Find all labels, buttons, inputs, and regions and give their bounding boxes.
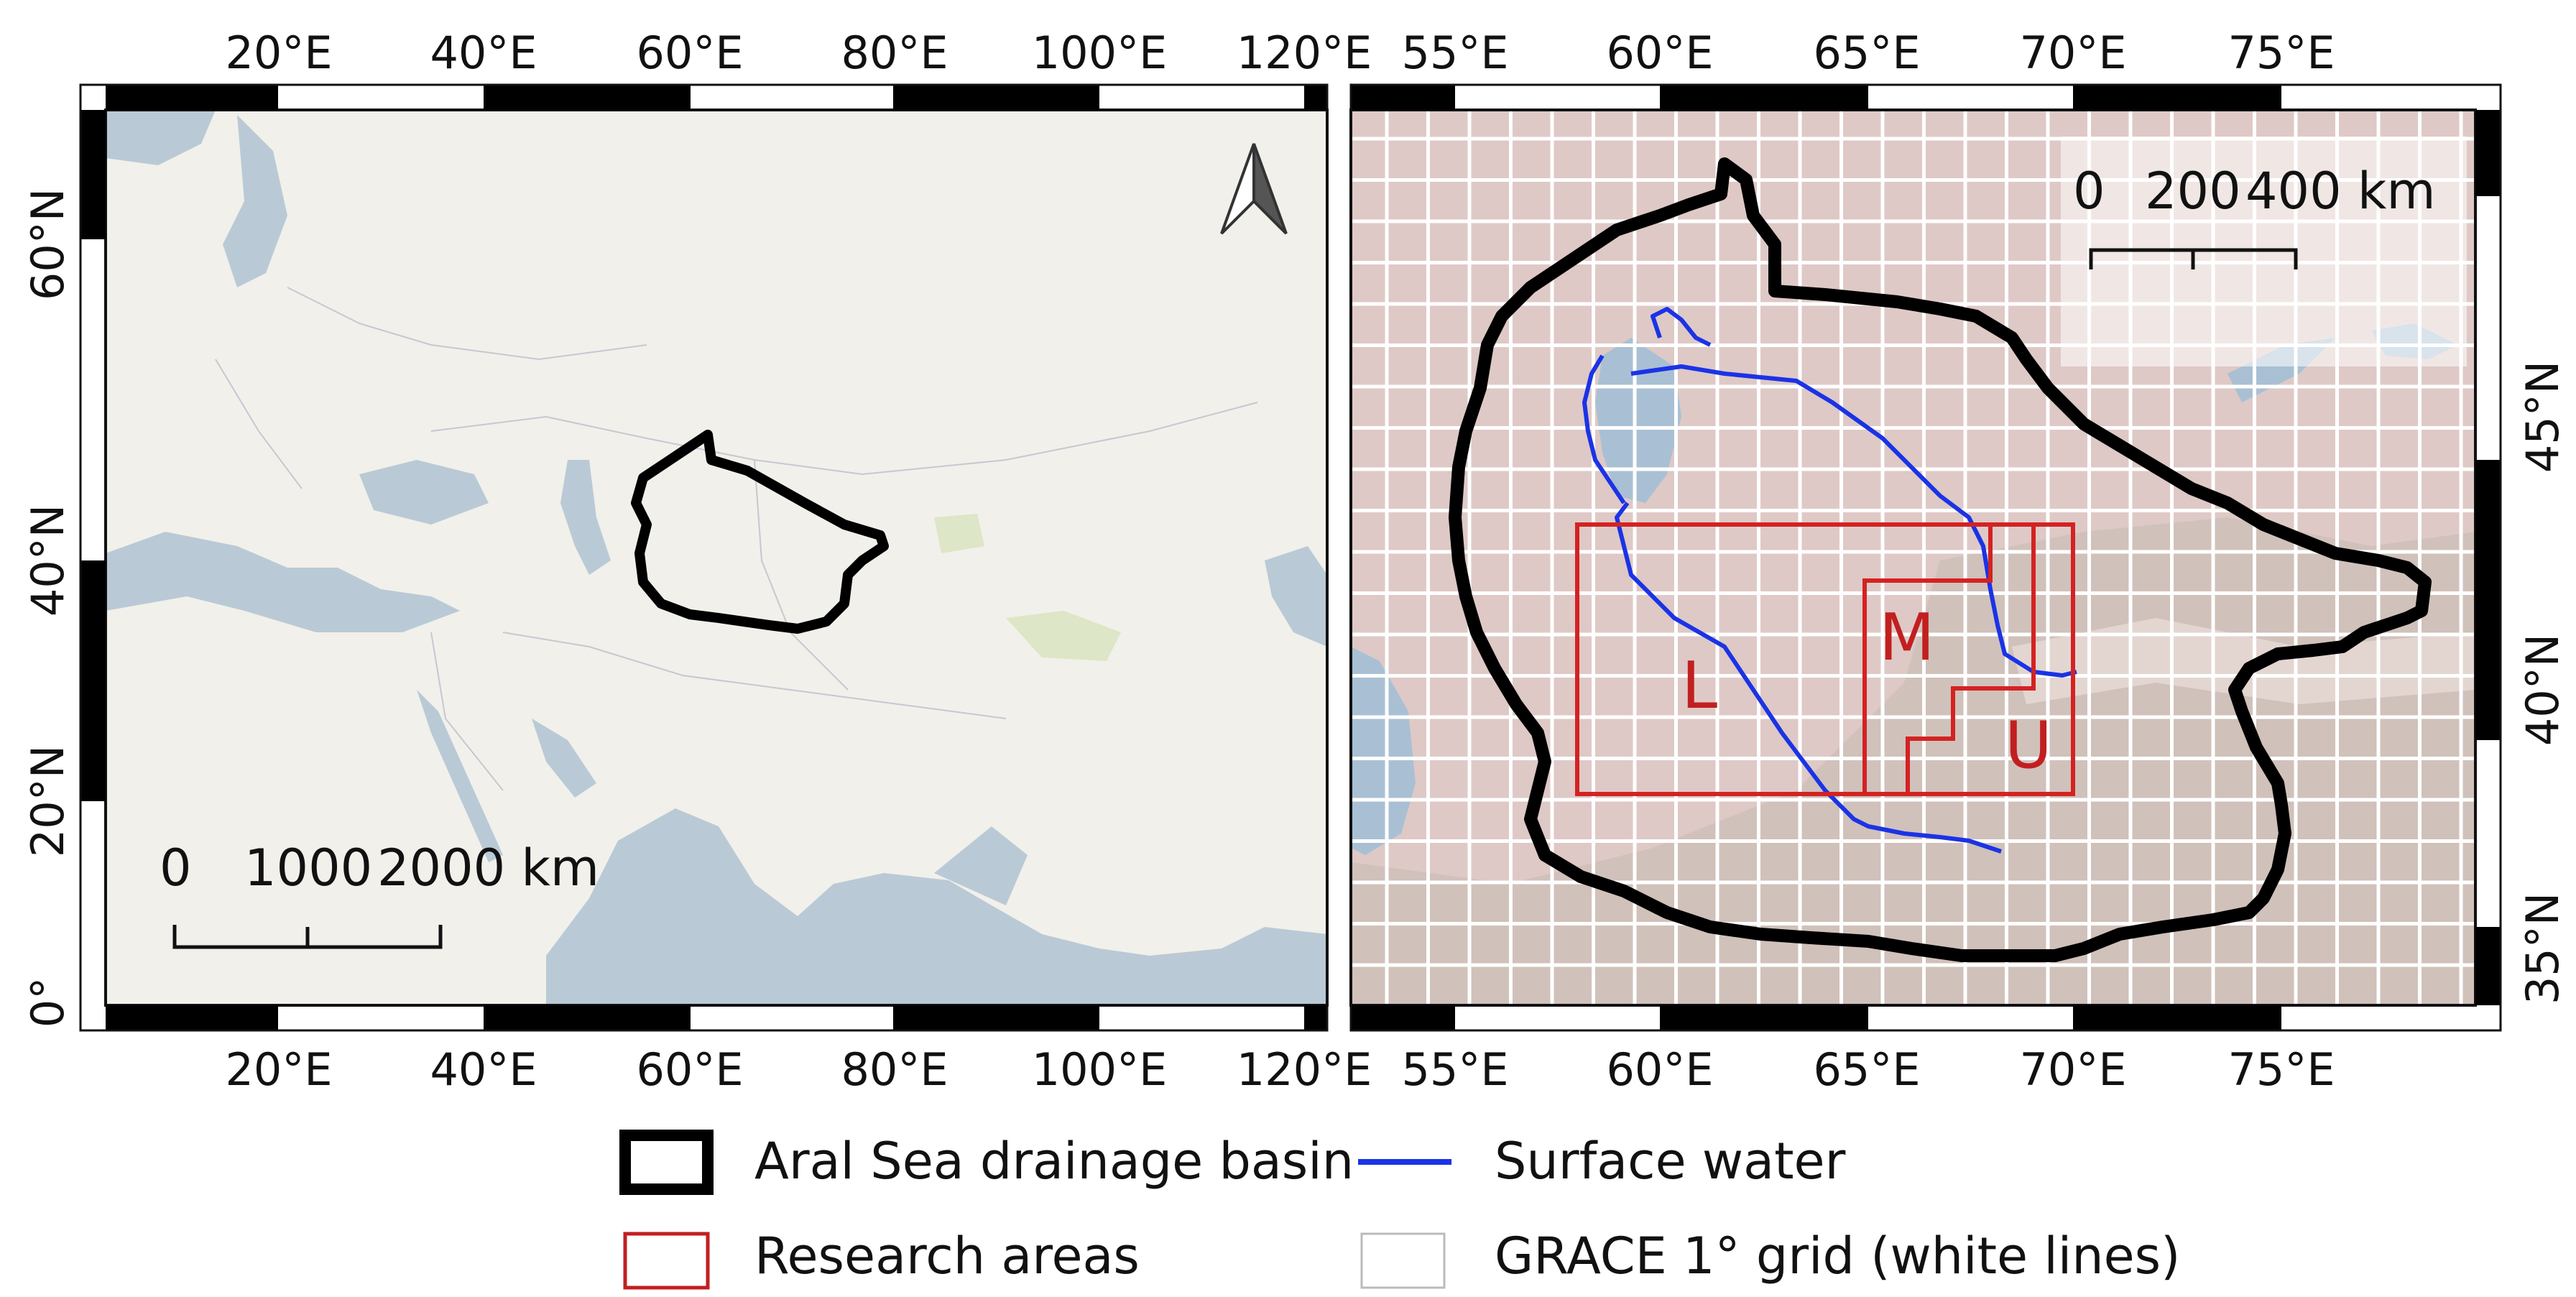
right-scalebar-label-2: 400 km [2245, 162, 2436, 221]
right-top-tick: 75°E [2228, 27, 2335, 79]
left-checker-outline [79, 83, 1329, 1032]
aral-sea-water [1595, 338, 1681, 503]
north-arrow-icon [1220, 143, 1288, 235]
right-side-tick: 45°N [2516, 361, 2569, 473]
yellow-sea [1265, 546, 1327, 647]
left-top-ticks: 20°E 40°E 60°E 80°E 100°E 120°E [225, 27, 1372, 79]
right-bottom-tick: 55°E [1401, 1043, 1508, 1096]
right-scalebar-label-1: 200 [2145, 162, 2241, 221]
left-scalebar-label-0: 0 [160, 839, 192, 897]
left-bottom-tick: 80°E [841, 1043, 948, 1096]
left-scalebar: 0 1000 2000 km [160, 839, 599, 949]
left-bottom-tick: 40°E [430, 1043, 537, 1096]
left-bottom-tick: 20°E [225, 1043, 332, 1096]
left-top-tick: 80°E [841, 27, 948, 79]
red-sea [417, 690, 503, 862]
research-area-label-L: L [1681, 648, 1717, 724]
legend-item-grid: GRACE 1° grid (white lines) [1360, 1227, 2180, 1289]
country-borders [215, 287, 1258, 791]
left-aral-basin-outline [631, 430, 889, 634]
caspian-sea-right [1351, 647, 1416, 855]
legend-item-basin: Aral Sea drainage basin [619, 1130, 1354, 1195]
legend-symbol-research [623, 1232, 710, 1290]
right-top-tick: 60°E [1606, 27, 1713, 79]
legend-item-water: Surface water [1358, 1132, 1846, 1191]
left-checker-border [80, 85, 1327, 1030]
left-bottom-ticks: 20°E 40°E 60°E 80°E 100°E 120°E [225, 1043, 1372, 1096]
left-top-tick: 100°E [1032, 27, 1168, 79]
legend-label-water: Surface water [1495, 1132, 1846, 1191]
left-bottom-tick: 100°E [1032, 1043, 1168, 1096]
left-side-tick: 0° [22, 977, 74, 1028]
left-bottom-tick: 60°E [636, 1043, 743, 1096]
right-bottom-tick: 60°E [1606, 1043, 1713, 1096]
caspian-sea [560, 460, 611, 575]
indian-ocean [546, 808, 1327, 1005]
right-checker-border [1351, 85, 2501, 1030]
legend-item-research: Research areas [623, 1227, 1140, 1290]
right-map: L M U 0 200 400 km [1349, 83, 2502, 1032]
research-area-U [1906, 522, 2075, 796]
research-area-label-M: M [1879, 600, 1935, 675]
right-top-tick: 70°E [2019, 27, 2126, 79]
right-scalebar: 0 200 400 km [2061, 137, 2467, 366]
right-bottom-tick: 65°E [1813, 1043, 1920, 1096]
baltic-sea [223, 115, 287, 287]
arabian-gulf [532, 719, 596, 798]
arctic-coast-sea [106, 110, 216, 165]
right-scalebar-label-0: 0 [2073, 162, 2105, 221]
legend: Aral Sea drainage basin Surface water Re… [619, 1130, 2180, 1290]
right-top-tick: 55°E [1401, 27, 1508, 79]
left-top-tick: 20°E [225, 27, 332, 79]
right-bottom-ticks: 55°E 60°E 65°E 70°E 75°E [1401, 1043, 2335, 1096]
bay-of-bengal [934, 826, 1028, 905]
research-areas [1575, 522, 2075, 796]
left-bottom-tick: 120°E [1237, 1043, 1372, 1096]
right-side-ticks: 45°N 40°N 35°N [2516, 361, 2569, 1005]
left-side-ticks: 60°N 40°N 20°N 0° [22, 188, 74, 1028]
right-bottom-tick: 70°E [2019, 1043, 2126, 1096]
green-patch [934, 514, 984, 553]
grace-grid [1351, 110, 2475, 1005]
right-checker-outline [1349, 83, 2502, 1032]
right-top-tick: 65°E [1813, 27, 1920, 79]
left-scalebar-label-1: 1000 [244, 839, 372, 897]
right-side-tick: 35°N [2516, 892, 2569, 1005]
left-top-tick: 40°E [430, 27, 537, 79]
aral-basin-outline [1449, 157, 2432, 962]
legend-symbol-basin [619, 1130, 714, 1195]
mediterranean-sea [106, 532, 460, 632]
right-side-tick: 40°N [2516, 634, 2569, 746]
left-side-tick: 20°N [22, 745, 74, 857]
left-map: 0 1000 2000 km [79, 83, 1329, 1032]
green-patch [1006, 611, 1121, 661]
research-area-label-U: U [2005, 708, 2052, 783]
left-scalebar-label-2: 2000 km [377, 839, 599, 897]
legend-symbol-grid [1360, 1232, 1446, 1289]
surface-water [1582, 307, 2077, 854]
left-side-tick: 40°N [22, 504, 74, 617]
right-top-ticks: 55°E 60°E 65°E 70°E 75°E [1401, 27, 2335, 79]
legend-label-grid: GRACE 1° grid (white lines) [1495, 1227, 2180, 1286]
legend-label-research: Research areas [754, 1227, 1140, 1286]
left-side-tick: 60°N [22, 188, 74, 300]
right-bottom-tick: 75°E [2228, 1043, 2335, 1096]
left-top-tick: 60°E [636, 27, 743, 79]
black-sea [359, 460, 489, 525]
left-top-tick: 120°E [1237, 27, 1372, 79]
mountain-relief-light [2012, 618, 2475, 704]
legend-label-basin: Aral Sea drainage basin [754, 1132, 1354, 1191]
